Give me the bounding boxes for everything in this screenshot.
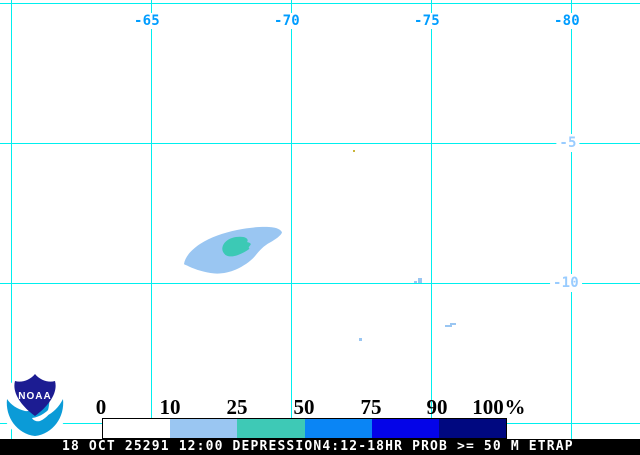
longitude-label: -65 <box>133 13 161 29</box>
colorbar-tick-label: 75 <box>360 395 382 419</box>
parallel-line <box>0 283 640 284</box>
longitude-label: -70 <box>273 13 301 29</box>
colorbar-segment <box>304 419 372 438</box>
colorbar-tick-label: 90 <box>426 395 448 419</box>
colorbar-tick-label: 0 <box>95 395 107 419</box>
meridian-line <box>11 0 12 439</box>
latitude-label: -5 <box>556 134 580 152</box>
probability-speck <box>359 338 362 341</box>
colorbar-tick-label: 100 <box>472 395 504 419</box>
noaa-logo-text: NOAA <box>18 391 51 402</box>
probability-speck <box>450 323 456 325</box>
colorbar-segment <box>170 419 238 438</box>
percent-label: % <box>504 395 526 419</box>
colorbar-tick-label: 25 <box>226 395 248 419</box>
parallel-line <box>0 3 640 4</box>
parallel-line <box>0 143 640 144</box>
probability-blob-inner <box>222 236 251 257</box>
meridian-line <box>571 0 572 439</box>
longitude-label: -80 <box>553 13 581 29</box>
meridian-line <box>291 0 292 439</box>
noaa-logo-shield <box>14 374 56 416</box>
colorbar-segment <box>438 419 507 438</box>
probability-speck <box>418 278 422 283</box>
meridian-line <box>151 0 152 439</box>
seagull-icon <box>32 403 54 422</box>
colorbar-tick-label: 10 <box>159 395 181 419</box>
probability-speck <box>414 281 417 283</box>
meridian-line <box>431 0 432 439</box>
probability-speck <box>445 325 452 327</box>
colorbar-segment <box>371 419 439 438</box>
probability-colorbar <box>102 418 507 439</box>
latitude-label: -10 <box>550 274 582 292</box>
colorbar-tick-label: 50 <box>293 395 315 419</box>
noaa-logo: NOAA <box>2 373 68 439</box>
status-bar: 18 OCT 25291 12:00 DEPRESSION4:12-18HR P… <box>0 439 640 455</box>
colorbar-segment <box>103 419 171 438</box>
colorbar-segment <box>237 419 305 438</box>
longitude-label: -75 <box>413 13 441 29</box>
map-dot <box>353 150 355 152</box>
status-text: 18 OCT 25291 12:00 DEPRESSION4:12-18HR P… <box>62 439 574 454</box>
